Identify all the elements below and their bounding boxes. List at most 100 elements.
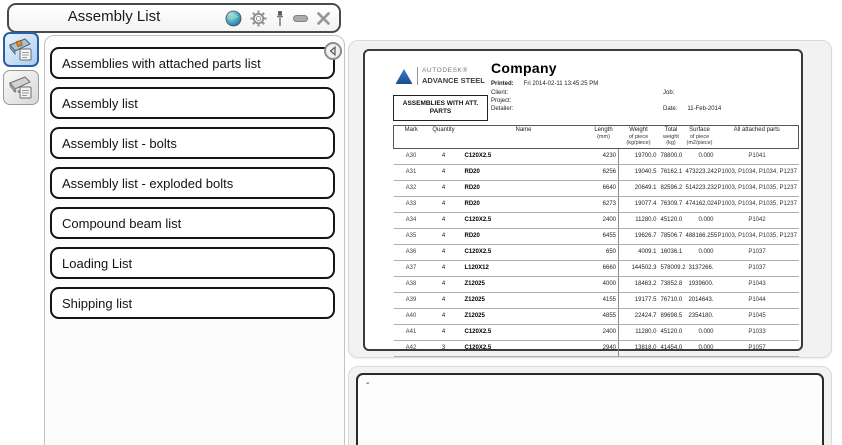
cell-weight: 18463.2: [618, 276, 659, 293]
column-header: Surface of piece (m2/piece): [683, 125, 716, 149]
printed-value: Fri 2014-02-11 13:45:25 PM: [523, 81, 599, 87]
cell-weight: 20649.1: [618, 180, 659, 197]
cell-qty: 4: [428, 308, 459, 325]
cell-name: C120X2.5: [458, 324, 589, 341]
column-header: Weight of piece (kg/piece): [618, 125, 659, 149]
details-panel: -: [348, 366, 832, 445]
cell-length: 4155: [588, 292, 619, 309]
column-header: Total weight (kg): [658, 125, 684, 149]
autodesk-triangle-icon: [395, 68, 413, 84]
report-preview-panel: AUTODESK® ADVANCE STEEL Company Printed:…: [348, 40, 832, 358]
titlebar[interactable]: Assembly List: [7, 3, 341, 33]
globe-icon[interactable]: [225, 10, 242, 27]
cell-mark: A41: [393, 324, 429, 341]
list-item[interactable]: Assembly list - bolts: [50, 127, 335, 159]
cell-weight: 19077.4: [618, 196, 659, 213]
cell-qty: 4: [428, 324, 459, 341]
date-row: Date: 11-Feb-2014: [663, 106, 721, 112]
list-item[interactable]: Assembly list - exploded bolts: [50, 167, 335, 199]
column-header: Mark: [393, 125, 429, 149]
cell-parts: P1042: [715, 212, 799, 229]
cell-total: 82596.2: [658, 180, 684, 197]
cell-length: 6273: [588, 196, 619, 213]
collapse-panel-button[interactable]: [324, 42, 342, 60]
cell-name: C120X2.5: [458, 212, 589, 229]
cell-length: 2400: [588, 324, 619, 341]
cell-length: 2940: [588, 340, 619, 357]
cell-parts: P1003, P1034, P1035, P1237: [715, 228, 799, 245]
cell-mark: A39: [393, 292, 429, 309]
pin-icon[interactable]: [275, 10, 285, 27]
project-label: Project:: [491, 98, 512, 104]
cell-name: C120X2.5: [458, 244, 589, 261]
cell-parts: P1057: [715, 340, 799, 357]
cell-mark: A34: [393, 212, 429, 229]
list-item[interactable]: Assembly list: [50, 87, 335, 119]
brand-line-2: ADVANCE STEEL: [422, 75, 485, 85]
cell-length: 6455: [588, 228, 619, 245]
cell-name: C120X2.5: [458, 340, 589, 357]
cell-qty: 4: [428, 164, 459, 181]
cell-qty: 3: [428, 340, 459, 357]
cell-mark: A42: [393, 340, 429, 357]
cell-parts: P1003, P1034, P1035, P1237: [715, 180, 799, 197]
cell-name: C120X2.5: [458, 148, 589, 165]
list-item[interactable]: Shipping list: [50, 287, 335, 319]
column-header: Length (mm): [588, 125, 619, 149]
tool-part-list[interactable]: [3, 70, 39, 105]
detailer-label: Detailer:: [491, 106, 514, 112]
cell-name: RD20: [458, 180, 589, 197]
list-item[interactable]: Loading List: [50, 247, 335, 279]
cell-weight: 19040.5: [618, 164, 659, 181]
cell-surface: 0.000: [683, 324, 716, 341]
cell-weight: 4009.1: [618, 244, 659, 261]
cell-parts: P1033: [715, 324, 799, 341]
cell-length: 4855: [588, 308, 619, 325]
close-icon[interactable]: [316, 11, 331, 26]
cell-qty: 4: [428, 244, 459, 261]
cell-mark: A38: [393, 276, 429, 293]
cell-mark: A32: [393, 180, 429, 197]
settings-gear-icon[interactable]: [250, 9, 267, 27]
list-item[interactable]: Compound beam list: [50, 207, 335, 239]
cell-surface: 0.000: [683, 244, 716, 261]
table-header: Mark Quantity Name Length (mm) Weight of piece…: [393, 125, 799, 149]
cell-name: RD20: [458, 196, 589, 213]
brand-line-1: AUTODESK®: [422, 67, 468, 75]
cell-mark: A36: [393, 244, 429, 261]
cell-surface: 2354180.: [683, 308, 716, 325]
cell-surface: 3137266.: [683, 260, 716, 277]
printed-label: Printed:: [491, 81, 514, 87]
table-row: A37 4 L120X12 6660 144502.3 578009.2 3137266. P…: [393, 260, 799, 277]
column-header: Name: [458, 125, 589, 149]
cell-mark: A35: [393, 228, 429, 245]
cell-parts: P1043: [715, 276, 799, 293]
cell-total: 578009.2: [658, 260, 686, 277]
cell-surface: 0.000: [683, 148, 716, 165]
cell-total: 78800.0: [658, 148, 684, 165]
list-type-box: ASSEMBLIES WITH ATT. PARTS: [393, 95, 488, 121]
table-row: A38 4 Z12025 4000 18463.2 73852.8 1939600. P104…: [393, 276, 799, 293]
column-header: Quantity: [428, 125, 459, 149]
cell-total: 45120.0: [658, 324, 684, 341]
cell-surface: 2014643.: [683, 292, 716, 309]
template-list-panel: Assemblies with attached parts list Assem…: [44, 35, 345, 445]
cell-qty: 4: [428, 292, 459, 309]
table-row: A32 4 RD20 6640 20649.1 82596.2 514223.232 P100…: [393, 180, 799, 197]
details-box: -: [356, 373, 824, 445]
logo-divider: [417, 67, 418, 85]
cell-parts: P1037: [715, 260, 799, 277]
list-item[interactable]: Assemblies with attached parts list: [50, 47, 335, 79]
cell-surface: 473223.242: [683, 164, 717, 181]
cell-surface: 474162.024: [683, 196, 717, 213]
minimize-icon[interactable]: [293, 14, 308, 22]
cell-weight: 22424.7: [618, 308, 659, 325]
table-row: A40 4 Z12025 4855 22424.7 89698.5 2354180. P104…: [393, 308, 799, 325]
tool-assembly-list[interactable]: [3, 32, 39, 67]
cell-weight: 13818.0: [618, 340, 659, 357]
cell-name: Z12025: [458, 292, 589, 309]
table-row: A31 4 RD20 6256 19040.5 76162.1 473223.242 P100…: [393, 164, 799, 181]
cell-parts: P1003, P1034, P1035, P1237: [715, 196, 799, 213]
cell-qty: 4: [428, 276, 459, 293]
